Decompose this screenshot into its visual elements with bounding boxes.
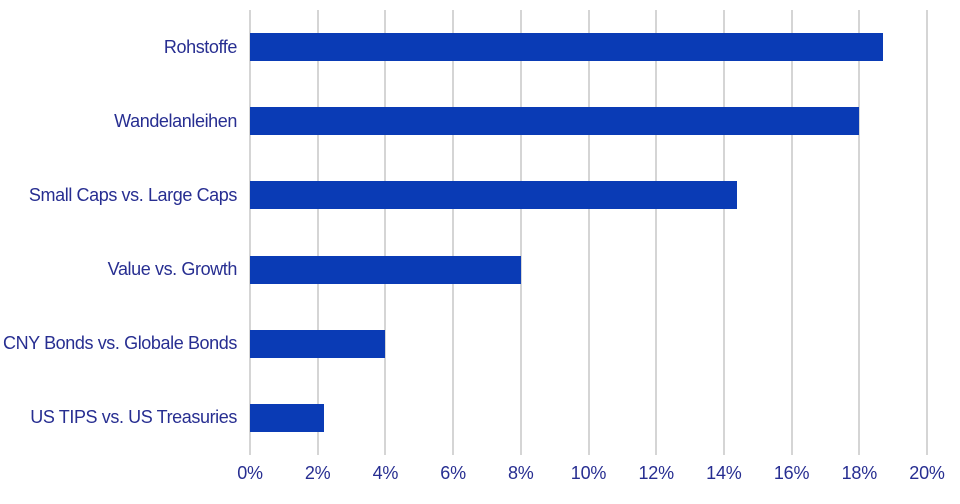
category-label: CNY Bonds vs. Globale Bonds	[2, 333, 237, 354]
category-row: Small Caps vs. Large Caps	[0, 158, 237, 232]
x-tick-label: 14%	[706, 463, 742, 483]
bar-row	[250, 10, 927, 84]
category-row: US TIPS vs. US Treasuries	[0, 381, 237, 455]
gridline	[655, 10, 657, 455]
gridline	[317, 10, 319, 455]
bar-row	[250, 381, 927, 455]
x-tick-label: 2%	[304, 463, 331, 483]
bar-row	[250, 233, 927, 307]
bar	[250, 329, 386, 358]
category-row: CNY Bonds vs. Globale Bonds	[0, 307, 237, 381]
x-tick-label: 4%	[372, 463, 399, 483]
gridline	[791, 10, 793, 455]
gridline	[858, 10, 860, 455]
category-row: Rohstoffe	[0, 10, 238, 84]
x-tick-label: 20%	[909, 463, 945, 483]
category-label: Small Caps vs. Large Caps	[28, 184, 237, 205]
x-tick-label: 10%	[570, 463, 607, 483]
value-axis: 0% 2% 4% 6% 8% 10% 12% 14% 16% 18% 20%	[237, 463, 945, 489]
bar	[250, 33, 883, 62]
bar-series	[250, 10, 927, 455]
x-tick-label: 0%	[237, 463, 263, 483]
gridline	[926, 10, 928, 455]
category-label: Value vs. Growth	[107, 259, 238, 280]
gridline	[588, 10, 589, 455]
bar	[250, 181, 738, 210]
category-row: Value vs. Growth	[0, 233, 238, 307]
category-label: Rohstoffe	[163, 36, 238, 57]
bar-row	[250, 84, 927, 158]
bar-row	[250, 307, 927, 381]
gridline	[520, 10, 522, 455]
plot-area	[249, 10, 928, 455]
bar-row	[250, 158, 927, 232]
gridline	[723, 10, 725, 455]
x-tick-label: 16%	[773, 463, 810, 483]
bar	[250, 403, 325, 432]
gridline	[452, 10, 454, 455]
x-tick-label: 18%	[841, 463, 878, 483]
gridline	[384, 10, 386, 455]
bar	[250, 107, 860, 136]
category-label: Wandelanleihen	[114, 110, 237, 131]
bar	[250, 255, 521, 284]
x-tick-label: 8%	[507, 463, 534, 483]
x-tick-label: 12%	[638, 463, 674, 483]
category-axis: Rohstoffe Wandelanleihen Small Caps vs. La…	[0, 10, 237, 455]
x-tick-label: 6%	[440, 463, 466, 483]
category-label: US TIPS vs. US Treasuries	[30, 407, 237, 428]
category-row: Wandelanleihen	[0, 84, 237, 158]
gridline	[249, 10, 251, 455]
